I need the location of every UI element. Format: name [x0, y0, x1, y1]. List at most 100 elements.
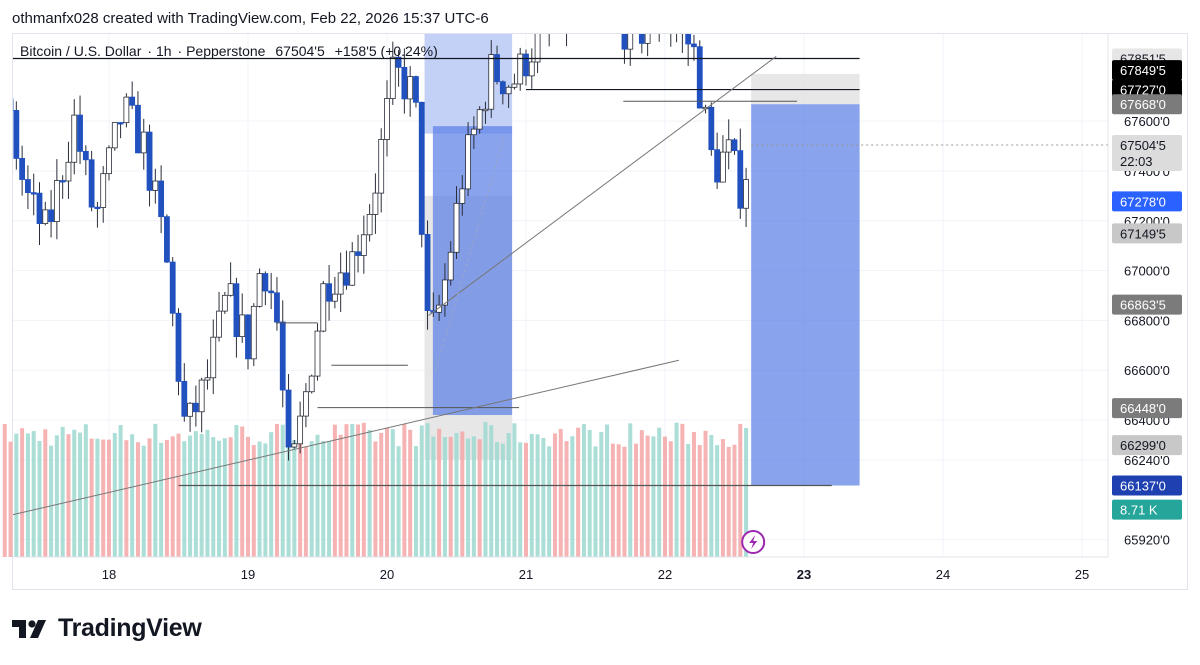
candle-up: [256, 273, 263, 307]
lightning-icon: [749, 535, 758, 549]
price-label-text: 66448'0: [1120, 401, 1166, 416]
volume-bar: [332, 424, 337, 557]
volume-bar: [390, 429, 395, 557]
symbol-legend[interactable]: Bitcoin / U.S. Dollar · 1h · Pepperstone 6…: [20, 43, 438, 59]
volume-bar: [634, 443, 639, 557]
volume-bar: [402, 424, 407, 557]
volume-bar: [564, 441, 569, 557]
tradingview-logo-icon: [12, 619, 46, 638]
candle-down: [413, 76, 419, 103]
candle-up: [140, 131, 147, 154]
volume-bar: [95, 438, 100, 557]
price-label-text: 67849'5: [1120, 63, 1166, 78]
volume-bar: [159, 442, 164, 557]
candle-up: [476, 109, 483, 130]
volume-bar: [315, 434, 320, 557]
volume-bar: [744, 427, 749, 557]
candle-up: [71, 114, 78, 163]
volume-bar: [448, 436, 453, 557]
candle-down: [494, 54, 500, 83]
symbol-interval: 1h: [155, 43, 172, 59]
candle-down: [88, 159, 95, 208]
candle-down: [731, 139, 738, 152]
volume-bar: [193, 431, 198, 557]
candle-up: [442, 279, 448, 306]
candle-up: [511, 83, 518, 88]
volume-bar: [153, 423, 158, 557]
volume-bar: [541, 437, 546, 557]
candle-up: [210, 336, 217, 379]
candle-up: [291, 443, 298, 448]
volume-bar: [558, 428, 563, 557]
candle-down: [395, 56, 402, 68]
candle-up: [372, 192, 379, 215]
candle-up: [644, 34, 651, 44]
candle-up: [581, 0, 586, 8]
volume-bar: [338, 434, 343, 557]
candle-down: [714, 149, 721, 183]
candle-up: [488, 54, 495, 110]
position-zone: [432, 126, 513, 416]
candle-up: [674, 32, 679, 33]
volume-bar: [599, 431, 604, 557]
candle-down: [245, 314, 251, 360]
symbol-last-price: 67504'5: [275, 43, 325, 59]
candle-down: [657, 13, 662, 32]
tradingview-brand[interactable]: TradingView: [12, 614, 202, 643]
volume-bar: [118, 425, 123, 557]
candle-down: [616, 7, 621, 15]
y-tick-label: 66800'0: [1124, 313, 1170, 328]
candle-down: [499, 81, 506, 95]
volume-bar: [344, 424, 349, 557]
volume-bar: [367, 430, 372, 557]
candle-up: [239, 314, 246, 338]
candle-up: [106, 147, 112, 175]
volume-bar: [518, 442, 523, 557]
candle-down: [48, 209, 54, 223]
volume-bar: [413, 446, 418, 557]
volume-bar: [732, 444, 737, 557]
volume-bar: [228, 437, 233, 557]
volume-bar: [715, 445, 720, 557]
candle-up: [227, 283, 234, 296]
candle-up: [534, 34, 541, 63]
price-label-box: [1112, 475, 1182, 496]
price-chart[interactable]: 18 19 20 21 22 23 24 2567600'067400'067200'0670…: [0, 0, 1200, 600]
volume-bar: [60, 426, 65, 557]
chart-area[interactable]: [12, 33, 1188, 590]
price-label-text: 66299'0: [1120, 438, 1166, 453]
volume-bar: [720, 439, 725, 557]
volume-bar: [483, 422, 488, 557]
symbol-exchange: Pepperstone: [186, 43, 266, 59]
price-label-text: 67727'0: [1120, 83, 1166, 98]
volume-bar: [471, 436, 476, 557]
volume-bar: [680, 423, 685, 557]
candle-up: [216, 310, 222, 338]
volume-bar: [686, 443, 691, 557]
candle-up: [204, 377, 211, 381]
volume-bar: [240, 426, 245, 557]
x-tick-label: 23: [797, 567, 811, 582]
volume-bar: [529, 433, 534, 557]
candle-down: [77, 114, 83, 152]
candle-up: [314, 330, 321, 377]
price-label-box: [1112, 294, 1182, 315]
volume-bar: [31, 431, 36, 557]
price-label-box: [1112, 60, 1182, 81]
candle-down: [610, 0, 615, 7]
candle-down: [175, 312, 182, 382]
candle-down: [30, 192, 37, 195]
candle-down: [268, 290, 275, 294]
candle-down: [233, 283, 240, 338]
candle-down: [685, 34, 692, 45]
volume-bar: [709, 434, 714, 557]
volume-bar: [124, 440, 129, 557]
candle-up: [389, 56, 396, 99]
candle-down: [279, 321, 286, 391]
candle-up: [360, 234, 367, 256]
volume-bar: [419, 425, 424, 557]
candle-up: [436, 304, 443, 313]
brand-name: TradingView: [58, 614, 202, 642]
candle-up: [366, 214, 373, 236]
trend-line-lower: [12, 359, 680, 516]
